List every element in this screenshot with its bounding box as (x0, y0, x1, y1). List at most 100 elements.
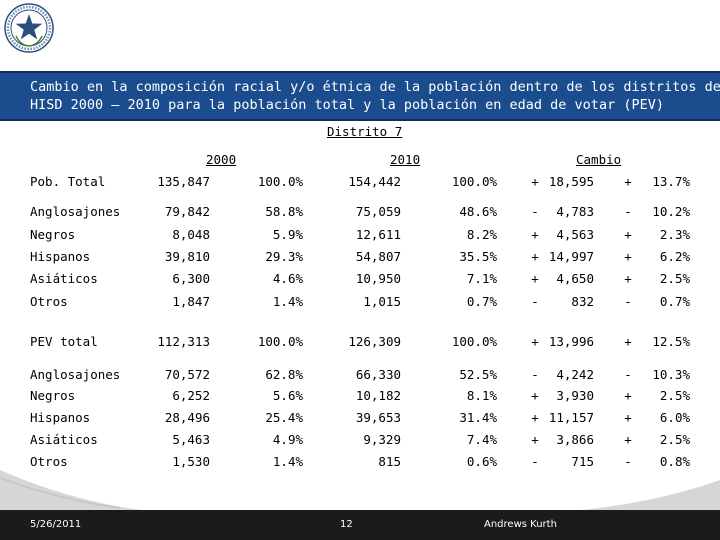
cell-p2010: 100.0% (451, 334, 497, 349)
cell-n2010: 126,309 (348, 334, 401, 349)
footer-org: Andrews Kurth (484, 519, 557, 530)
cell-n2010: 12,611 (355, 227, 401, 242)
cell-p2010: 0.6% (466, 454, 497, 469)
row-label: Otros (30, 294, 68, 309)
cell-chg: 3,866 (556, 432, 594, 447)
cell-p2000: 5.6% (272, 388, 303, 403)
row-label: Asiáticos (30, 432, 98, 447)
cell-sign: + (531, 334, 539, 349)
cell-p2010: 7.1% (466, 271, 497, 286)
cell-p2000: 1.4% (272, 454, 303, 469)
seal-logo (4, 3, 54, 53)
cell-psign: - (624, 294, 632, 309)
cell-p2010: 100.0% (451, 174, 497, 189)
cell-p2000: 25.4% (265, 410, 303, 425)
cell-n2000: 135,847 (157, 174, 210, 189)
cell-psign: + (624, 174, 632, 189)
cell-p2010: 0.7% (466, 294, 497, 309)
cell-p2010: 8.2% (466, 227, 497, 242)
cell-psign: + (624, 388, 632, 403)
cell-pchg: 0.7% (659, 294, 690, 309)
cell-sign: + (531, 432, 539, 447)
cell-psign: + (624, 271, 632, 286)
title-bar: Cambio en la composición racial y/o étni… (0, 71, 720, 121)
cell-sign: - (531, 294, 539, 309)
cell-n2000: 6,252 (172, 388, 210, 403)
cell-p2010: 31.4% (459, 410, 497, 425)
cell-n2010: 1,015 (363, 294, 401, 309)
cell-n2010: 54,807 (355, 249, 401, 264)
cell-p2000: 4.9% (272, 432, 303, 447)
cell-psign: + (624, 410, 632, 425)
cell-p2000: 62.8% (265, 367, 303, 382)
footer-bar: 5/26/2011 12 Andrews Kurth (0, 510, 720, 540)
cell-n2010: 66,330 (355, 367, 401, 382)
cell-pchg: 6.2% (659, 249, 690, 264)
title-line-2: HISD 2000 – 2010 para la población total… (30, 97, 664, 113)
slide-title: Cambio en la composición racial y/o étni… (30, 78, 720, 114)
cell-p2000: 100.0% (257, 174, 303, 189)
cell-chg: 13,996 (548, 334, 594, 349)
cell-n2010: 815 (378, 454, 401, 469)
cell-p2000: 5.9% (272, 227, 303, 242)
cell-chg: 4,650 (556, 271, 594, 286)
cell-pchg: 13.7% (652, 174, 690, 189)
cell-sign: + (531, 410, 539, 425)
cell-pchg: 6.0% (659, 410, 690, 425)
cell-sign: + (531, 227, 539, 242)
cell-chg: 832 (571, 294, 594, 309)
header-2000: 2000 (206, 152, 237, 167)
district-label: Distrito 7 (327, 124, 403, 139)
cell-pchg: 12.5% (652, 334, 690, 349)
cell-n2000: 1,530 (172, 454, 210, 469)
cell-p2000: 1.4% (272, 294, 303, 309)
cell-pchg: 2.5% (659, 271, 690, 286)
cell-p2010: 35.5% (459, 249, 497, 264)
texas-star-seal-icon (4, 3, 54, 53)
cell-sign: + (531, 388, 539, 403)
row-label: Asiáticos (30, 271, 98, 286)
header-2010: 2010 (390, 152, 421, 167)
cell-psign: + (624, 432, 632, 447)
cell-psign: + (624, 249, 632, 264)
cell-psign: + (624, 334, 632, 349)
row-label: Anglosajones (30, 367, 121, 382)
cell-sign: - (531, 367, 539, 382)
header-cambio: Cambio (576, 152, 622, 167)
cell-n2000: 6,300 (172, 271, 210, 286)
cell-p2010: 8.1% (466, 388, 497, 403)
cell-sign: - (531, 204, 539, 219)
cell-sign: + (531, 271, 539, 286)
cell-p2000: 4.6% (272, 271, 303, 286)
row-label: PEV total (30, 334, 98, 349)
cell-sign: - (531, 454, 539, 469)
row-label: Hispanos (30, 249, 91, 264)
cell-p2010: 48.6% (459, 204, 497, 219)
cell-chg: 18,595 (548, 174, 594, 189)
cell-psign: + (624, 227, 632, 242)
page-number: 12 (340, 519, 353, 530)
cell-n2010: 154,442 (348, 174, 401, 189)
row-label: Negros (30, 227, 76, 242)
cell-chg: 3,930 (556, 388, 594, 403)
cell-n2000: 70,572 (164, 367, 210, 382)
cell-chg: 14,997 (548, 249, 594, 264)
cell-n2000: 1,847 (172, 294, 210, 309)
footer-date: 5/26/2011 (30, 519, 82, 530)
cell-pchg: 10.3% (652, 367, 690, 382)
cell-n2000: 39,810 (164, 249, 210, 264)
cell-p2010: 52.5% (459, 367, 497, 382)
row-label: Pob. Total (30, 174, 106, 189)
cell-psign: - (624, 204, 632, 219)
cell-sign: + (531, 174, 539, 189)
cell-chg: 11,157 (548, 410, 594, 425)
row-label: Otros (30, 454, 68, 469)
cell-psign: - (624, 454, 632, 469)
cell-n2000: 8,048 (172, 227, 210, 242)
cell-pchg: 0.8% (659, 454, 690, 469)
cell-chg: 715 (571, 454, 594, 469)
title-line-1: Cambio en la composición racial y/o étni… (30, 79, 720, 95)
cell-pchg: 2.5% (659, 432, 690, 447)
cell-n2000: 112,313 (157, 334, 210, 349)
